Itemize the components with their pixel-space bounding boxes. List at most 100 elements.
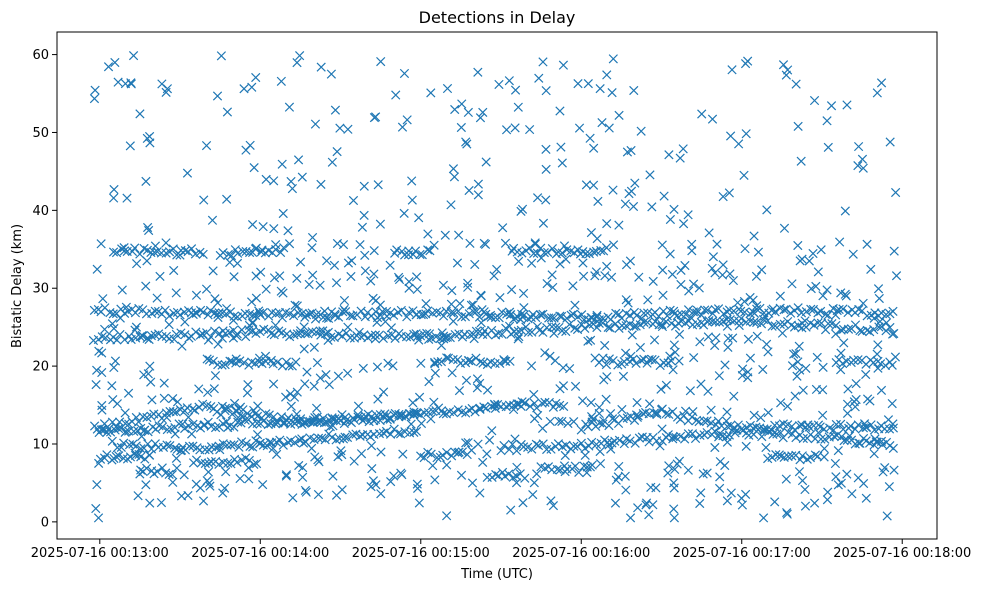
detection-point — [667, 269, 678, 280]
detection-point — [593, 196, 603, 207]
detection-point — [367, 464, 377, 474]
detection-point — [349, 456, 359, 466]
detection-point — [810, 450, 821, 460]
detection-point — [499, 440, 509, 451]
detection-point — [133, 491, 143, 501]
detection-point — [144, 334, 154, 345]
detection-point — [424, 329, 435, 339]
detection-point — [299, 322, 309, 332]
detection-point — [589, 247, 599, 257]
detection-point — [710, 305, 720, 315]
detection-point — [608, 54, 618, 64]
detection-point — [229, 398, 240, 409]
detection-point — [372, 317, 382, 327]
detection-point — [366, 481, 376, 492]
detection-point — [823, 310, 833, 320]
detection-point — [578, 258, 588, 268]
detection-point — [261, 409, 271, 419]
detection-point — [331, 278, 342, 288]
detection-point — [343, 258, 354, 268]
detection-point — [112, 335, 122, 345]
detection-point — [482, 449, 492, 459]
detection-point — [409, 427, 419, 438]
detection-point — [690, 433, 701, 444]
detection-point — [399, 68, 410, 79]
detection-point — [625, 319, 635, 329]
detection-point — [776, 398, 786, 408]
detection-point — [714, 371, 724, 381]
x-tick-label: 2025-07-16 00:14:00 — [191, 546, 329, 561]
detection-point — [559, 401, 569, 412]
detection-point — [796, 156, 806, 166]
detection-point — [221, 467, 231, 477]
detection-point — [147, 395, 157, 405]
detection-point — [532, 469, 542, 479]
detection-point — [695, 498, 705, 509]
detection-point — [588, 414, 598, 424]
detection-point — [271, 244, 281, 255]
detection-point — [710, 317, 721, 327]
detection-point — [281, 392, 291, 402]
detection-point — [855, 326, 865, 336]
detection-point — [334, 414, 344, 424]
detection-point — [714, 432, 724, 442]
detection-point — [438, 280, 449, 290]
detection-point — [646, 482, 656, 492]
detection-point — [107, 381, 117, 391]
detection-point — [658, 265, 668, 275]
detection-point — [726, 488, 736, 498]
detection-point — [142, 333, 152, 344]
detection-point — [507, 246, 517, 256]
detection-point — [100, 333, 111, 343]
detection-point — [102, 427, 112, 438]
detection-point — [329, 332, 339, 343]
detection-point — [430, 475, 440, 485]
detection-point — [320, 435, 330, 445]
detection-point — [110, 356, 121, 366]
detection-point — [286, 176, 296, 187]
detection-point — [404, 246, 414, 256]
y-tick-label: 40 — [32, 204, 49, 219]
detection-point — [666, 318, 677, 328]
detection-point — [248, 310, 258, 320]
detection-point — [809, 95, 820, 106]
detection-point — [614, 435, 625, 445]
detection-point — [588, 180, 599, 190]
detection-point — [457, 99, 467, 109]
detection-point — [165, 441, 175, 451]
detection-point — [96, 239, 106, 249]
detection-point — [463, 437, 473, 448]
detection-point — [561, 326, 571, 337]
detection-point — [200, 444, 210, 455]
detection-point — [466, 356, 477, 366]
detection-point — [221, 303, 232, 314]
detection-point — [647, 202, 657, 212]
detection-point — [263, 419, 273, 430]
detection-point — [182, 168, 193, 178]
detection-point — [491, 469, 501, 480]
detection-point — [885, 322, 895, 333]
detection-point — [159, 393, 169, 403]
detection-point — [477, 305, 487, 315]
detection-point — [723, 333, 733, 344]
detection-point — [761, 442, 771, 453]
detection-point — [632, 397, 642, 408]
detection-point — [429, 240, 439, 250]
detection-point — [157, 422, 168, 432]
detection-point — [592, 322, 602, 333]
detection-point — [442, 511, 452, 521]
detection-point — [756, 413, 766, 423]
detection-point — [816, 318, 827, 328]
detection-point — [448, 316, 458, 326]
detection-point — [779, 305, 789, 315]
detection-point — [471, 353, 481, 363]
detection-point — [595, 459, 606, 469]
detection-point — [447, 286, 457, 296]
detection-point — [858, 298, 868, 308]
detection-point — [278, 440, 288, 450]
detection-point — [453, 354, 463, 365]
detection-point — [292, 387, 302, 397]
detection-point — [324, 380, 334, 390]
detection-point — [293, 155, 304, 165]
detection-point — [92, 264, 102, 274]
